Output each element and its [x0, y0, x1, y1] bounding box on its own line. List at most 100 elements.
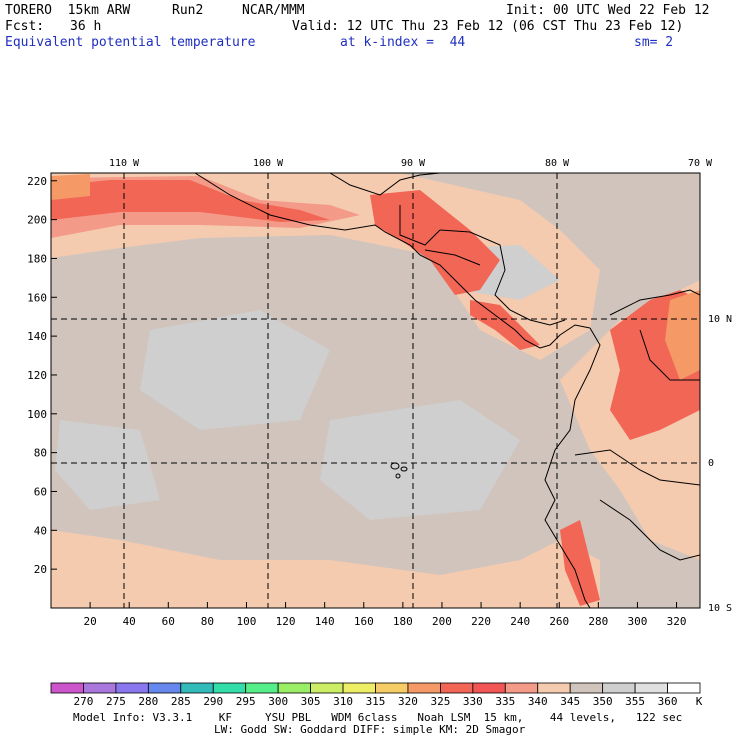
colorbar-swatch: [245, 682, 279, 694]
x-tick-label: 180: [393, 615, 413, 628]
field-grey-patch-3: [55, 420, 160, 510]
colorbar-label: 275: [106, 695, 126, 708]
y-tick-label: 140: [27, 330, 47, 343]
field-orange-venezuela: [665, 290, 700, 380]
y-tick-label: 20: [34, 563, 47, 576]
x-tick-label: 280: [588, 615, 608, 628]
x-tick-label: 100: [237, 615, 257, 628]
x-tick-label: 160: [354, 615, 374, 628]
border-guatemala: [399, 205, 441, 246]
y-tick-label: 180: [27, 252, 47, 265]
x-tick-label: 140: [315, 615, 335, 628]
run-label: Run2: [172, 3, 204, 18]
colorbar-label: 350: [593, 695, 613, 708]
y-tick-label: 100: [27, 408, 47, 421]
lon-label-100w: 100 W: [253, 158, 284, 169]
colorbar-swatch: [83, 682, 117, 694]
colorbar-unit: K: [696, 695, 703, 708]
colorbar-swatch: [472, 682, 506, 694]
x-tick-label: 60: [162, 615, 175, 628]
y-tick-label: 60: [34, 485, 47, 498]
colorbar-label: 355: [625, 695, 645, 708]
x-tick-label: 80: [201, 615, 214, 628]
x-tick-label: 200: [432, 615, 452, 628]
map-frame: [50, 172, 701, 609]
coast-mexico: [194, 173, 421, 256]
colorbar-label: 285: [171, 695, 191, 708]
field-grey-patch-1: [140, 310, 330, 430]
colorbar-swatch: [180, 682, 214, 694]
colorbar-label: 290: [203, 695, 223, 708]
colorbar-label: 305: [301, 695, 321, 708]
colorbar-swatch: [537, 682, 571, 694]
galapagos-2: [400, 466, 408, 472]
model-info: Model Info: V3.3.1 KF YSU PBL WDM 6class…: [73, 711, 683, 724]
colorbar-label: 315: [366, 695, 386, 708]
y-tick-label: 80: [34, 447, 47, 460]
valid-time: Valid: 12 UTC Thu 23 Feb 12 (06 CST Thu …: [292, 19, 684, 34]
colorbar-swatch: [667, 682, 701, 694]
colorbar-label: 360: [658, 695, 678, 708]
lon-label-80w: 80 W: [545, 158, 570, 169]
field-peach-south: [51, 530, 600, 608]
model-title: TORERO 15km ARW: [5, 3, 131, 18]
y-tick-label: 160: [27, 291, 47, 304]
field-grey-patch-2: [320, 400, 520, 520]
field-red-peru: [560, 520, 600, 606]
lon-label-70w: 70 W: [688, 158, 713, 169]
physics-info: LW: Godd SW: Goddard DIFF: simple KM: 2D…: [214, 723, 526, 736]
border-peru-brazil: [599, 499, 700, 561]
x-tick-label: 260: [549, 615, 569, 628]
y-tick-label: 40: [34, 524, 47, 537]
x-tick-label: 240: [510, 615, 530, 628]
field-orange-northwest: [51, 174, 90, 200]
field-name: Equivalent potential temperature: [5, 35, 256, 50]
colorbar-label: 310: [333, 695, 353, 708]
y-tick-label: 200: [27, 214, 47, 227]
colorbar-swatch: [310, 682, 344, 694]
lat-label-10s: 10 S: [708, 603, 732, 614]
colorbar-swatch: [50, 682, 84, 694]
colorbar-label: 295: [236, 695, 256, 708]
y-tick-label: 220: [27, 175, 47, 188]
colorbar-swatch: [375, 682, 409, 694]
org-label: NCAR/MMM: [242, 3, 305, 18]
field-red-northwest-core: [51, 180, 330, 222]
colorbar-label: 300: [268, 695, 288, 708]
colorbar-label: 330: [463, 695, 483, 708]
theta-e-field: [51, 173, 700, 608]
colorbar-swatch: [212, 682, 247, 694]
lat-label-10n: 10 N: [708, 314, 732, 325]
colorbar-swatch: [569, 682, 604, 694]
colorbar-swatch: [407, 682, 441, 694]
colorbar-swatch: [147, 682, 182, 694]
galapagos-3: [395, 473, 401, 479]
colorbar-swatch: [115, 682, 149, 694]
forecast-hours: 36 h: [70, 19, 102, 34]
border-honduras: [424, 249, 481, 266]
colorbar-swatch: [634, 682, 668, 694]
lat-lon-grid: [51, 173, 700, 608]
coast-central-america: [419, 254, 591, 349]
coast-venezuela: [609, 289, 700, 316]
coast-yucatan: [329, 173, 441, 196]
x-tick-label: 20: [83, 615, 96, 628]
x-tick-label: 40: [123, 615, 136, 628]
border-colombia-ecuador: [574, 449, 700, 486]
colorbar-swatch: [504, 682, 539, 694]
colorbar-swatch: [342, 682, 376, 694]
colorbar-label: 320: [398, 695, 418, 708]
colorbar-label: 280: [138, 695, 158, 708]
x-tick-label: 220: [471, 615, 491, 628]
colorbar-label: 345: [560, 695, 580, 708]
coast-caribbean: [439, 229, 566, 326]
x-tick-label: 300: [628, 615, 648, 628]
x-tick-label: 320: [667, 615, 687, 628]
colorbar-swatch: [439, 682, 474, 694]
level-index: at k-index = 44: [340, 35, 466, 50]
colorbar-swatch: [602, 682, 636, 694]
lon-label-110w: 110 W: [109, 158, 140, 169]
lon-label-90w: 90 W: [401, 158, 426, 169]
init-time: Init: 00 UTC Wed 22 Feb 12: [506, 3, 710, 18]
